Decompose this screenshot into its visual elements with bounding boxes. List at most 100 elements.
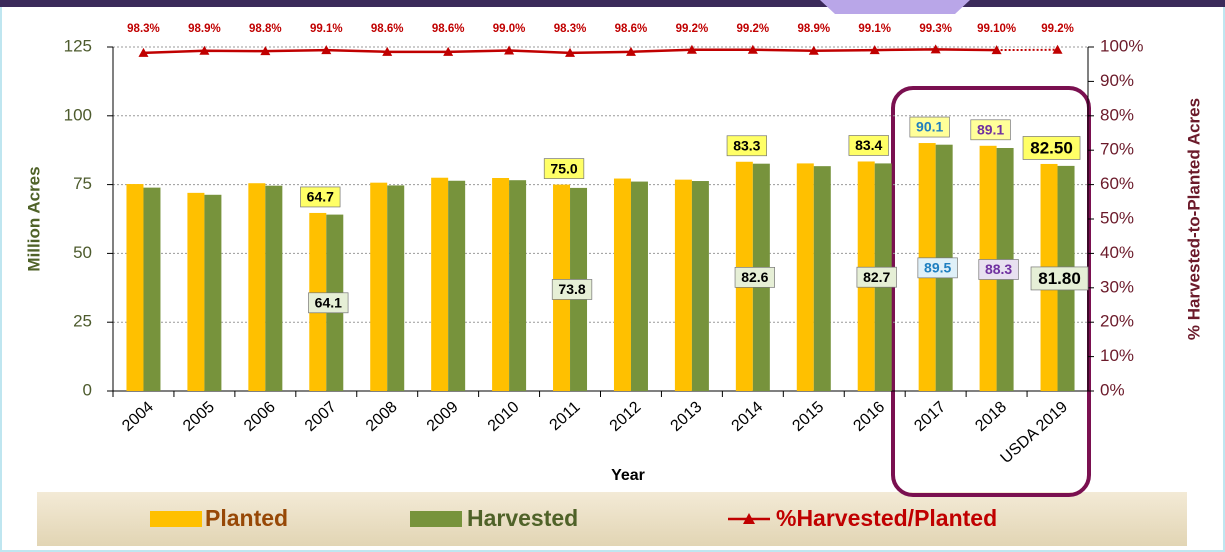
value-label-box [917, 257, 958, 279]
x-axis-title: Year [611, 467, 645, 484]
y2-tick-label: 40% [1100, 243, 1134, 262]
marker [869, 45, 880, 55]
legend-label: Harvested [467, 505, 578, 531]
bar [143, 187, 161, 391]
highlight-box [891, 86, 1091, 497]
y2-tick-label: 30% [1100, 277, 1134, 296]
marker [382, 46, 393, 56]
pct-label: 98.3% [127, 23, 160, 35]
pct-label: 98.9% [188, 23, 221, 35]
value-label: 88.3 [985, 261, 1012, 277]
legend-label: Planted [205, 505, 288, 531]
pct-label: 98.6% [371, 23, 404, 35]
y-tick-label: 125 [64, 36, 92, 55]
pct-label: 98.6% [615, 23, 648, 35]
value-label: 83.3 [733, 137, 760, 153]
legend-band [37, 492, 1187, 546]
marker [625, 46, 636, 56]
y2-tick-label: 10% [1100, 346, 1134, 365]
bar [387, 185, 405, 391]
marker [991, 45, 1002, 55]
y-tick-label: 0 [83, 380, 92, 399]
pct-label: 99.3% [919, 23, 952, 35]
bar [370, 182, 388, 391]
y2-tick-label: 50% [1100, 208, 1134, 227]
marker [443, 46, 454, 56]
value-label-box [856, 266, 897, 288]
bar [509, 180, 527, 391]
y2-tick-label: 80% [1100, 105, 1134, 124]
value-label: 89.5 [924, 260, 951, 276]
bar [448, 180, 466, 391]
marker [138, 47, 149, 57]
legend-swatch [150, 511, 202, 527]
bar [796, 163, 814, 391]
pct-label: 98.9% [797, 23, 830, 35]
value-label: 82.50 [1030, 138, 1073, 157]
bar [492, 177, 510, 391]
pct-label: 98.8% [249, 23, 282, 35]
value-label: 81.80 [1038, 269, 1081, 288]
legend-marker [743, 513, 755, 524]
value-label: 82.7 [863, 269, 890, 285]
y2-tick-label: 0% [1100, 380, 1125, 399]
y2-axis-title: % Harvested-to-Planted Acres [1184, 98, 1203, 340]
value-label-box [848, 135, 889, 156]
value-label-box [1030, 266, 1089, 291]
top-banner [0, 0, 1225, 7]
y-axis-title: Million Acres [24, 166, 43, 271]
value-label-box [970, 119, 1011, 141]
value-label-box [1022, 136, 1081, 160]
bar [187, 192, 205, 391]
bar [630, 181, 648, 391]
bar [674, 179, 692, 391]
value-label-box [909, 116, 950, 138]
value-label: 83.4 [855, 137, 882, 153]
marker [930, 44, 941, 54]
pct-label: 99.2% [676, 23, 709, 35]
marker [260, 46, 271, 56]
legend-label: %Harvested/Planted [776, 505, 997, 531]
bar [126, 184, 144, 391]
value-label-box [308, 292, 349, 314]
y-tick-label: 25 [73, 312, 92, 331]
marker [565, 47, 576, 57]
bar [691, 181, 709, 391]
y2-tick-label: 20% [1100, 312, 1134, 331]
value-label-box [300, 186, 341, 208]
bar [613, 178, 631, 391]
marker [504, 45, 515, 55]
marker [808, 45, 819, 55]
value-label: 89.1 [977, 121, 1004, 137]
value-label: 64.1 [315, 295, 342, 311]
pct-label: 99.2% [1041, 23, 1074, 35]
bar [204, 194, 222, 391]
value-label-box [734, 266, 775, 288]
y-tick-label: 75 [73, 174, 92, 193]
pct-label: 99.1% [858, 23, 891, 35]
legend-swatch [410, 511, 462, 527]
value-label: 75.0 [550, 160, 577, 176]
y-tick-label: 100 [64, 105, 92, 124]
bar [431, 177, 449, 391]
pct-label: 99.1% [310, 23, 343, 35]
value-label: 64.7 [307, 189, 334, 205]
bar [265, 185, 283, 391]
value-label-box [978, 259, 1019, 280]
y2-tick-label: 90% [1100, 71, 1134, 90]
value-label-box [726, 135, 767, 157]
y2-tick-label: 70% [1100, 140, 1134, 159]
value-label-box [551, 279, 593, 300]
pct-label: 99.2% [737, 23, 770, 35]
bar [813, 166, 831, 391]
y-tick-label: 50 [73, 243, 92, 262]
value-label: 90.1 [916, 119, 943, 135]
marker [199, 45, 210, 55]
bar [248, 183, 266, 391]
y2-tick-label: 100% [1100, 36, 1143, 55]
pct-label: 99.10% [977, 23, 1016, 35]
value-label: 73.8 [558, 281, 585, 297]
pct-label: 98.6% [432, 23, 465, 35]
y2-tick-label: 60% [1100, 174, 1134, 193]
